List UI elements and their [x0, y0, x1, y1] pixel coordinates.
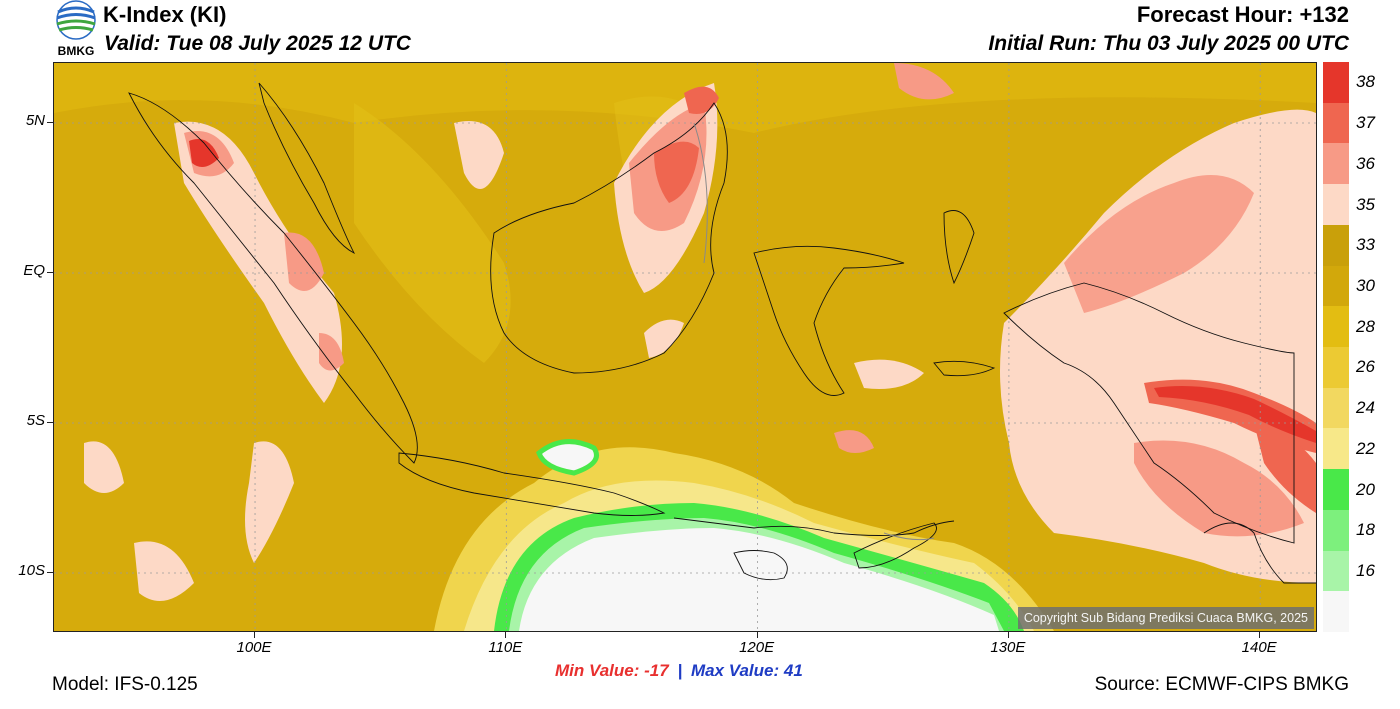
- longitude-label: 120E: [739, 639, 775, 656]
- colorbar-segment: [1323, 224, 1349, 267]
- bmkg-logo-icon: [56, 0, 96, 40]
- bmkg-logo-text: BMKG: [57, 44, 95, 58]
- longitude-label: 130E: [990, 639, 1026, 656]
- colorbar-label: 22: [1356, 438, 1375, 458]
- min-max-line: Min Value: -17 | Max Value: 41: [555, 661, 803, 681]
- longitude-label: 110E: [488, 639, 523, 656]
- initial-run: Initial Run: Thu 03 July 2025 00 UTC: [988, 32, 1349, 55]
- longitude-label: 140E: [1241, 639, 1277, 656]
- colorbar-label: 37: [1356, 113, 1375, 133]
- colorbar-segment: [1323, 184, 1349, 226]
- colorbar-label: 33: [1356, 235, 1375, 255]
- min-value: -17: [644, 661, 669, 680]
- colorbar: [1323, 62, 1349, 633]
- colorbar-label: 24: [1356, 398, 1375, 418]
- latitude-label: EQ: [23, 262, 45, 279]
- longitude-tick: [254, 632, 256, 638]
- latitude-tick: [47, 272, 53, 273]
- valid-time: Valid: Tue 08 July 2025 12 UTC: [104, 32, 411, 55]
- max-value-label: Max Value:: [690, 661, 780, 680]
- graticule: [54, 63, 1318, 633]
- colorbar-label: 18: [1356, 520, 1375, 540]
- bmkg-logo: BMKG: [52, 0, 100, 60]
- k-index-map: Copyright Sub Bidang Prediksi Cuaca BMKG…: [53, 62, 1318, 633]
- colorbar-segment: [1323, 265, 1349, 307]
- colorbar-label: 36: [1356, 153, 1375, 173]
- colorbar-label: 30: [1356, 275, 1375, 295]
- forecast-hour: Forecast Hour: +132: [1136, 2, 1349, 27]
- source-label: Source: ECMWF-CIPS BMKG: [1094, 674, 1349, 695]
- colorbar-segment: [1323, 591, 1349, 633]
- max-value: 41: [783, 661, 803, 680]
- map-title: K-Index (KI): [103, 2, 227, 27]
- latitude-tick: [47, 572, 53, 573]
- min-value-label: Min Value:: [555, 661, 640, 680]
- colorbar-segment: [1323, 469, 1349, 511]
- colorbar-segment: [1323, 509, 1349, 552]
- colorbar-segment: [1323, 387, 1349, 429]
- colorbar-label: 20: [1356, 479, 1375, 499]
- longitude-tick: [1259, 632, 1261, 638]
- colorbar-label: 16: [1356, 560, 1375, 580]
- colorbar-segment: [1323, 347, 1349, 389]
- colorbar-label: 26: [1356, 357, 1375, 377]
- latitude-tick: [47, 422, 53, 423]
- colorbar-segment: [1323, 550, 1349, 592]
- longitude-tick: [756, 632, 758, 638]
- colorbar-label: 35: [1356, 194, 1375, 214]
- longitude-tick: [505, 632, 507, 638]
- colorbar-segment: [1323, 62, 1349, 104]
- stats-separator: |: [677, 661, 683, 680]
- copyright-notice: Copyright Sub Bidang Prediksi Cuaca BMKG…: [1017, 607, 1314, 629]
- colorbar-label: 28: [1356, 316, 1375, 336]
- longitude-tick: [1007, 632, 1009, 638]
- colorbar-segment: [1323, 306, 1349, 348]
- model-label: Model: IFS-0.125: [52, 674, 198, 695]
- latitude-label: 5S: [26, 412, 45, 429]
- k-index-field: [54, 63, 1318, 633]
- latitude-tick: [47, 122, 53, 123]
- colorbar-label: 38: [1356, 72, 1375, 92]
- longitude-label: 100E: [236, 639, 272, 656]
- colorbar-segment: [1323, 143, 1349, 185]
- latitude-label: 5N: [25, 112, 45, 129]
- colorbar-segment: [1323, 102, 1349, 144]
- latitude-label: 10S: [18, 562, 45, 579]
- colorbar-segment: [1323, 428, 1349, 470]
